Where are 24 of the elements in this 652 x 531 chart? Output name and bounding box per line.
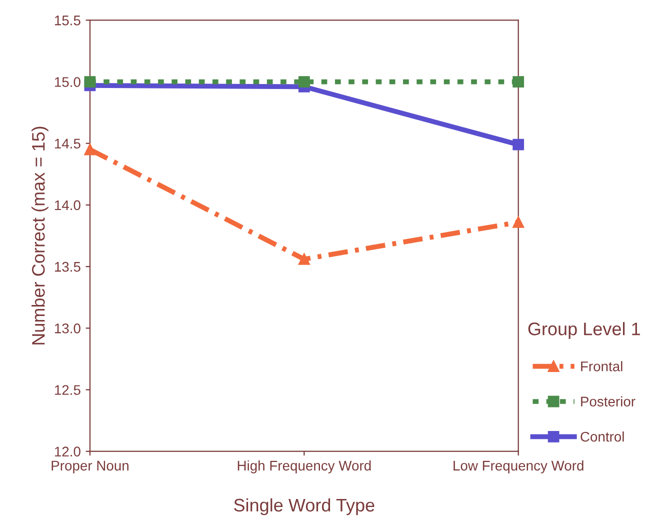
y-tick-label: 15.5	[54, 16, 80, 26]
point	[512, 76, 524, 88]
y-axis-title: Number Correct (max = 15)	[32, 126, 48, 344]
y-tick-label: 12.5	[54, 385, 80, 395]
point	[84, 76, 96, 88]
legend-title: Group Level 1	[528, 322, 640, 339]
legend-label: Frontal	[581, 361, 622, 372]
point	[298, 76, 310, 88]
y-tick-label: 13.0	[54, 323, 80, 334]
x-axis-title: Single Word Type	[234, 498, 374, 516]
x-tick-label: Low Frequency Word	[454, 460, 584, 474]
legend-label: Control	[580, 431, 624, 442]
x-tick-label: High Frequency Word	[238, 460, 371, 474]
point	[512, 138, 524, 150]
point	[84, 144, 96, 156]
y-tick-label: 13.5	[54, 262, 80, 272]
point	[512, 216, 524, 228]
y-tick-label: 15.0	[54, 77, 80, 87]
legend-label: Posterior	[581, 396, 636, 406]
x-tick-label: Proper Noun	[52, 460, 128, 474]
y-tick-label: 14.0	[54, 200, 80, 210]
y-tick-label: 14.5	[54, 138, 80, 149]
point	[298, 253, 310, 265]
y-tick-label: 12.0	[54, 446, 80, 457]
